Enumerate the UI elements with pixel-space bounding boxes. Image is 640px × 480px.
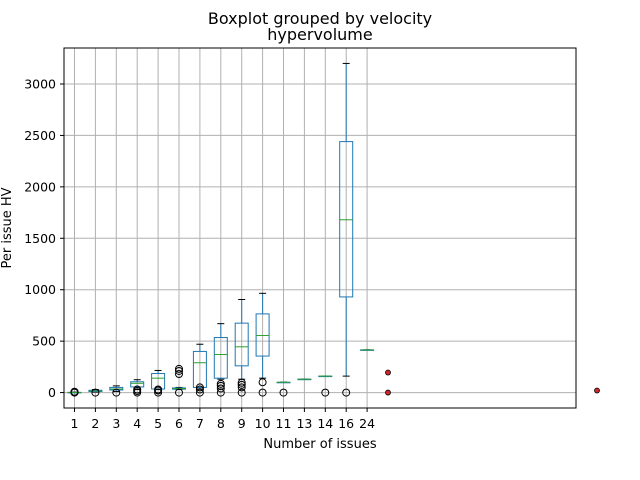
x-tick-label: 10 bbox=[255, 416, 271, 431]
flier-point bbox=[154, 385, 163, 394]
box-iqr bbox=[213, 337, 228, 379]
box-layer bbox=[67, 62, 375, 397]
flier-point bbox=[175, 370, 183, 379]
y-tick-label: 2000 bbox=[24, 179, 56, 194]
flier-point bbox=[112, 388, 121, 397]
flier-point bbox=[154, 388, 163, 397]
flier-point bbox=[237, 383, 246, 392]
x-tick-label: 24 bbox=[359, 416, 375, 431]
y-axis-label: Per issue HV bbox=[0, 187, 15, 268]
flier-point bbox=[175, 364, 183, 373]
x-tick-label: 6 bbox=[175, 416, 183, 431]
x-tick-label: 16 bbox=[338, 416, 354, 431]
extra-points-layer bbox=[385, 369, 600, 396]
y-tick-label: 2500 bbox=[24, 128, 56, 143]
flier-point bbox=[91, 388, 100, 397]
box-iqr bbox=[255, 313, 270, 357]
y-tick-label: 500 bbox=[32, 334, 56, 349]
x-tick-label: 1 bbox=[71, 416, 79, 431]
y-tick-label: 3000 bbox=[24, 77, 56, 92]
x-tick-label: 7 bbox=[196, 416, 204, 431]
flier-point bbox=[175, 388, 183, 397]
x-tick-label: 13 bbox=[296, 416, 312, 431]
extra-point bbox=[594, 387, 600, 394]
flier-point bbox=[195, 388, 204, 397]
extra-point bbox=[385, 389, 391, 396]
x-tick-label: 9 bbox=[238, 416, 246, 431]
box-iqr bbox=[339, 141, 354, 298]
flier-point bbox=[321, 388, 330, 397]
y-tick-label: 1500 bbox=[24, 231, 56, 246]
grid-layer bbox=[64, 48, 576, 408]
flier-point bbox=[237, 378, 246, 387]
flier-point bbox=[133, 385, 142, 394]
y-tick-label: 0 bbox=[48, 385, 56, 400]
x-tick-label: 8 bbox=[217, 416, 225, 431]
tick-layer: 0 500 1000 1500 2000 2500 3000 1 2 3 4 5 6 7 8 9 10 11 13 1… bbox=[24, 77, 375, 432]
flier-point bbox=[342, 388, 351, 397]
flier-point bbox=[258, 378, 267, 387]
box-iqr bbox=[192, 350, 207, 388]
x-tick-label: 4 bbox=[133, 416, 141, 431]
chart-suptitle: Boxplot grouped by velocity bbox=[208, 9, 432, 28]
flier-point bbox=[216, 381, 225, 390]
box-iqr bbox=[130, 381, 145, 388]
flier-point bbox=[175, 366, 183, 375]
flier-point bbox=[70, 387, 79, 396]
flier-point bbox=[216, 379, 225, 388]
x-tick-label: 14 bbox=[317, 416, 333, 431]
plot-frame bbox=[63, 47, 577, 409]
box-iqr bbox=[234, 322, 249, 367]
x-tick-label: 11 bbox=[276, 416, 292, 431]
flier-point bbox=[279, 388, 288, 397]
y-tick-label: 1000 bbox=[24, 282, 56, 297]
x-axis-label: Number of issues bbox=[263, 437, 376, 452]
flier-point bbox=[237, 380, 246, 389]
x-tick-label: 2 bbox=[91, 416, 99, 431]
x-tick-label: 3 bbox=[112, 416, 120, 431]
flier-point bbox=[195, 383, 204, 392]
x-tick-label: 5 bbox=[154, 416, 162, 431]
extra-point bbox=[385, 369, 391, 376]
chart-title: hypervolume bbox=[267, 25, 372, 44]
flier-point bbox=[258, 388, 267, 397]
flier-point bbox=[216, 384, 225, 393]
flier-point bbox=[237, 388, 246, 397]
flier-point bbox=[195, 385, 204, 394]
